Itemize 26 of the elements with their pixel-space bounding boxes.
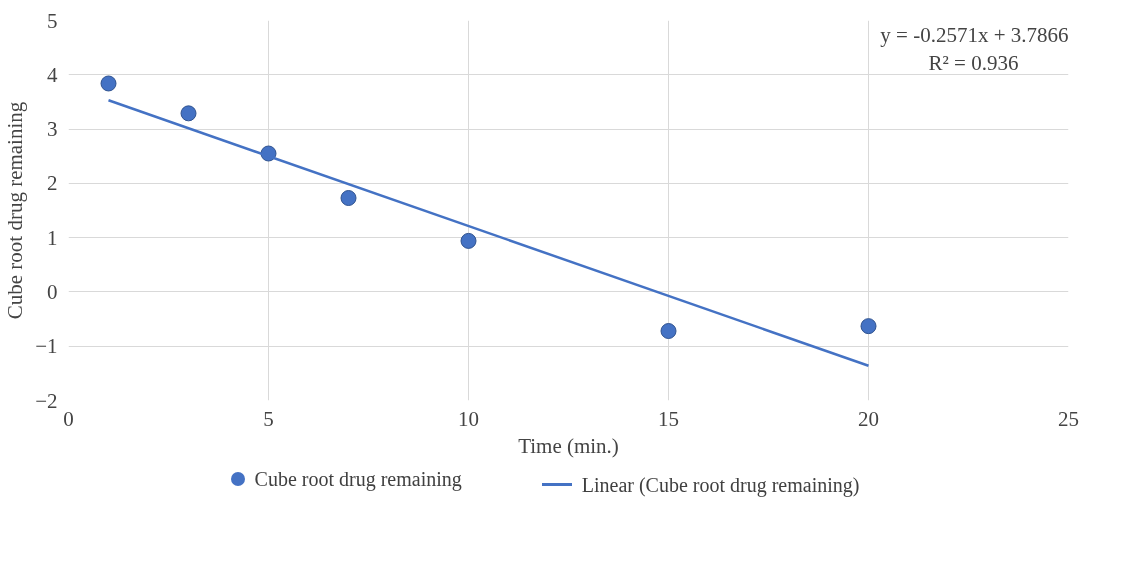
x-tick-label: 0	[63, 406, 74, 431]
annotation: y = -0.2571x + 3.7866	[880, 22, 1069, 47]
y-tick-label: −2	[35, 388, 58, 413]
x-tick-label: 20	[858, 406, 879, 431]
y-tick-label: 3	[47, 117, 58, 142]
x-axis-title: Time (min.)	[518, 433, 619, 458]
point	[180, 105, 197, 122]
point	[340, 190, 357, 206]
annotation: R² = 0.936	[928, 50, 1019, 75]
y-tick-label: −1	[35, 334, 58, 359]
y-tick-label: 2	[47, 171, 58, 196]
point	[460, 232, 477, 249]
x-tick-label: 10	[458, 406, 479, 431]
x-tick-label: 15	[658, 406, 679, 431]
x-tick-label: 25	[1058, 406, 1079, 431]
y-tick-label: 4	[47, 62, 58, 87]
point	[660, 323, 677, 339]
legend-label: Linear (Cube root drug remaining)	[581, 472, 860, 499]
point	[100, 75, 117, 92]
y-axis-title: Cube root drug remaining	[3, 101, 28, 320]
y-tick-label: 1	[47, 225, 58, 250]
legend-label: Cube root drug remaining	[254, 467, 462, 493]
y-tick-label: 0	[47, 279, 58, 304]
point	[860, 318, 877, 335]
y-tick-label: 5	[47, 8, 58, 33]
x-tick-label: 5	[263, 406, 274, 431]
